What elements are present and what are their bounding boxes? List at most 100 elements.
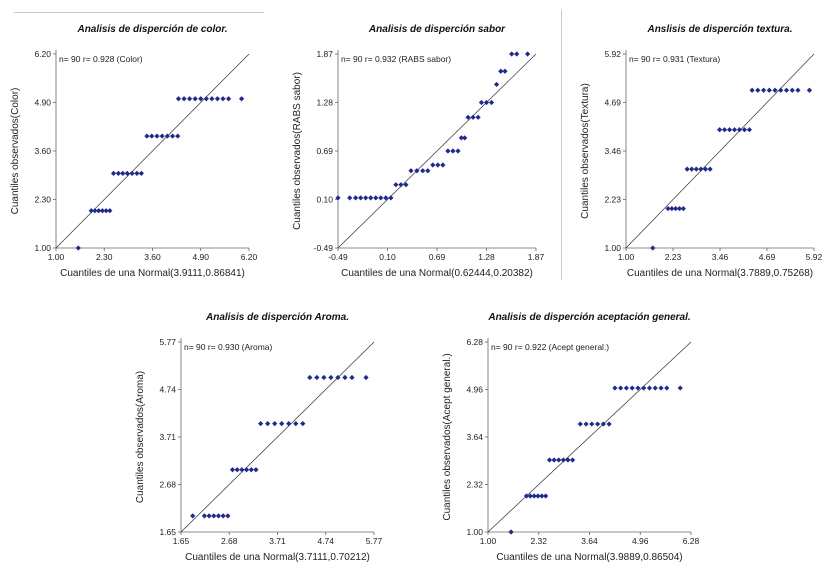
chart-0-point xyxy=(138,170,144,176)
chart-4-point xyxy=(664,385,670,391)
chart-1-point xyxy=(462,135,468,141)
chart-1-ytick-label: 1.87 xyxy=(316,49,333,59)
chart-2-point xyxy=(726,127,733,133)
chart-2-point xyxy=(749,87,755,93)
chart-0-point xyxy=(187,96,193,102)
chart-4-ytick-label: 3.64 xyxy=(466,432,483,442)
chart-2-xtick-label: 1.00 xyxy=(618,252,635,262)
chart-4-point xyxy=(646,385,653,391)
chart-4-ytick-label: 1.00 xyxy=(466,527,483,537)
chart-4-point xyxy=(629,385,635,391)
chart-2-point xyxy=(693,166,699,172)
chart-0-xtick-label: 6.20 xyxy=(241,252,258,262)
chart-1-xtick-label: 1.28 xyxy=(478,252,495,262)
chart-4-ylabel: Cuantiles observados(Acept general.) xyxy=(442,353,453,520)
chart-3-title: Analisis de disperción Aroma. xyxy=(205,312,349,323)
chart-2-point xyxy=(680,205,686,212)
chart-1-point xyxy=(514,51,520,57)
chart-1-point xyxy=(368,195,374,201)
chart-0-point xyxy=(175,133,181,139)
chart-1-point xyxy=(408,168,414,174)
chart-0-point xyxy=(144,133,150,139)
chart-2-ylabel: Cuantiles observados(Textura) xyxy=(580,83,591,219)
chart-0-point xyxy=(159,133,165,139)
chart-2-point xyxy=(736,127,743,133)
chart-color: Analisis de disperción de color. n= 90 r=… xyxy=(10,24,258,279)
chart-0-ytick-label: 6.20 xyxy=(34,49,51,59)
chart-2-point xyxy=(689,166,695,172)
chart-3-point xyxy=(211,513,217,519)
chart-3-point xyxy=(314,374,320,381)
chart-2-point xyxy=(665,205,671,212)
chart-1-ylabel: Cuantiles observados(RABS sabor) xyxy=(292,72,303,230)
panel-textura: Anslisis de disperción textura. n= 90 r= … xyxy=(578,14,828,284)
chart-1-ytick-label: 0.10 xyxy=(316,195,333,205)
chart-0-point xyxy=(198,96,204,102)
chart-2-point xyxy=(707,166,713,172)
chart-0-point xyxy=(181,96,187,102)
chart-0-title: Analisis de disperción de color. xyxy=(76,24,227,35)
chart-0-ytick-label: 2.30 xyxy=(34,195,51,205)
chart-0-point xyxy=(164,133,170,139)
chart-1-ytick-label: 1.28 xyxy=(316,98,333,108)
chart-3-point xyxy=(265,421,271,427)
chart-3-ylabel: Cuantiles observados(Aroma) xyxy=(135,371,146,503)
chart-3-xtick-label: 4.74 xyxy=(317,536,334,546)
panel-sabor: Analisis de disperción sabor n= 90 r= 0.9… xyxy=(290,14,550,284)
chart-2-point xyxy=(746,127,753,133)
chart-0-point xyxy=(214,96,221,102)
chart-0-point xyxy=(203,96,209,102)
chart-0-ytick-label: 1.00 xyxy=(34,243,51,253)
chart-2-point xyxy=(731,127,738,133)
chart-3-point xyxy=(328,374,334,381)
chart-1-title: Analisis de disperción sabor xyxy=(368,24,506,35)
chart-3-point xyxy=(243,467,250,473)
chart-1-point xyxy=(373,195,379,201)
chart-1-point xyxy=(475,114,481,120)
chart-3-point xyxy=(279,421,285,427)
chart-aroma: Analisis de disperción Aroma. n= 90 r= 0.… xyxy=(135,312,383,563)
chart-3-point xyxy=(272,421,278,427)
chart-3-xtick-label: 1.65 xyxy=(173,536,190,546)
chart-3-xtick-label: 3.71 xyxy=(269,536,286,546)
chart-0-point xyxy=(129,170,135,176)
chart-3-ytick-label: 5.77 xyxy=(159,337,176,347)
chart-2-point xyxy=(795,87,801,93)
chart-4-ytick-label: 4.96 xyxy=(466,385,483,395)
chart-3-point xyxy=(258,421,264,427)
chart-3-reference-line xyxy=(180,341,375,533)
chart-3-point xyxy=(215,513,222,519)
chart-4-xtick-label: 6.28 xyxy=(683,536,700,546)
chart-3-point xyxy=(286,421,292,427)
chart-3-point xyxy=(206,513,212,519)
chart-1-xtick-label: 0.69 xyxy=(429,252,446,262)
chart-1-point xyxy=(363,195,369,201)
chart-2-point xyxy=(806,87,813,93)
chart-1-point xyxy=(509,51,515,57)
chart-1-ytick-label: -0.49 xyxy=(314,243,334,253)
chart-1-point xyxy=(378,195,384,201)
chart-2-xtick-label: 2.23 xyxy=(665,252,682,262)
chart-2-point xyxy=(698,166,704,172)
chart-0-point xyxy=(75,245,81,251)
chart-4-title: Analisis de disperción aceptación genera… xyxy=(487,312,690,323)
chart-2-reference-line xyxy=(625,53,815,249)
chart-1-xtick-label: -0.49 xyxy=(328,252,348,262)
chart-0-point xyxy=(88,208,94,214)
chart-0-reference-line xyxy=(55,53,250,249)
chart-3-point xyxy=(363,374,369,381)
chart-0-ylabel: Cuantiles observados(Color) xyxy=(10,88,21,215)
chart-1-reference-line xyxy=(337,53,537,249)
chart-3-ytick-label: 2.68 xyxy=(159,480,176,490)
chart-2-xlabel: Cuantiles de una Normal(3.7889,0.75268) xyxy=(627,268,813,279)
chart-0-xtick-label: 1.00 xyxy=(48,252,65,262)
chart-3-point xyxy=(229,467,236,473)
chart-1-point xyxy=(440,162,446,168)
chart-1-point xyxy=(435,162,441,168)
chart-4-point xyxy=(551,457,557,463)
chart-1-point xyxy=(470,114,476,120)
chart-2-point xyxy=(783,87,790,93)
chart-0-point xyxy=(154,133,160,139)
chart-3-point xyxy=(321,374,327,381)
chart-1-point xyxy=(488,99,495,106)
